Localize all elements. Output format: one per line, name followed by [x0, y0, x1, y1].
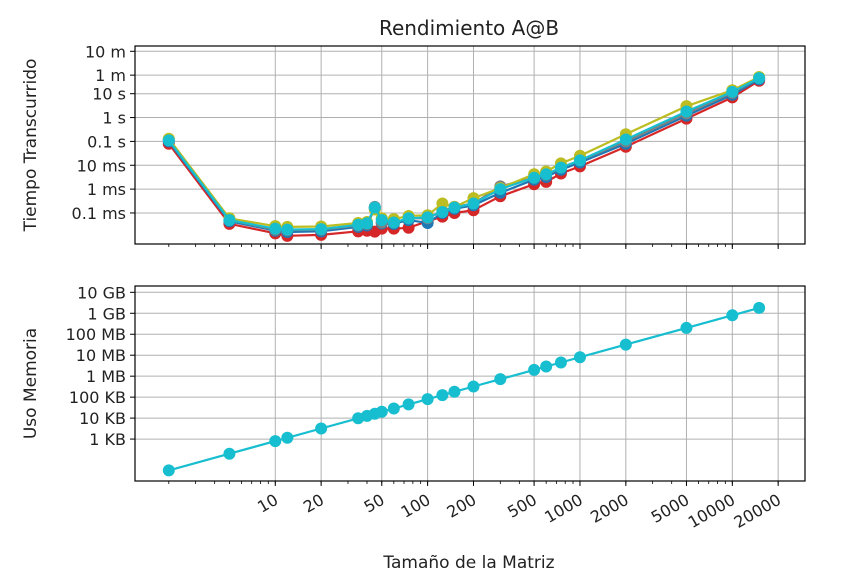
- data-point: [361, 217, 374, 230]
- x-axis-label: Tamaño de la Matriz: [382, 553, 554, 573]
- y-tick-label: 1 KB: [89, 430, 126, 449]
- y-tick-label: 1 m: [95, 66, 126, 85]
- data-point: [402, 212, 415, 225]
- data-point: [528, 171, 541, 184]
- x-tick-label: 10: [254, 490, 281, 517]
- y-tick-label: 100 KB: [69, 388, 126, 407]
- data-point: [315, 223, 328, 236]
- x-tick-label: 50: [361, 490, 388, 517]
- data-point: [315, 422, 328, 435]
- data-point: [421, 211, 434, 224]
- data-point: [540, 168, 553, 181]
- data-point: [387, 216, 400, 229]
- data-point: [554, 356, 567, 369]
- series-line: [167, 78, 760, 234]
- data-point: [726, 85, 739, 98]
- data-point: [619, 338, 632, 351]
- data-point: [680, 105, 693, 118]
- time-plot: 0.1 ms 1 ms 10 ms 0.1 s 1 s 10 s1 m 10 m Tiempo…: [21, 42, 806, 249]
- data-point: [494, 373, 507, 386]
- data-point: [436, 389, 449, 402]
- data-point: [436, 197, 449, 210]
- y-tick-label: 1 s: [102, 109, 126, 128]
- data-point: [467, 197, 480, 210]
- chart-title: Rendimiento A@B: [379, 16, 559, 40]
- data-point: [402, 398, 415, 411]
- data-point: [375, 405, 388, 418]
- data-point: [448, 385, 461, 398]
- data-point: [619, 133, 632, 146]
- series-line: [168, 306, 760, 472]
- y-tick-label: 10 s: [92, 85, 126, 104]
- data-point: [554, 161, 567, 174]
- y-tick-label: 1 GB: [87, 304, 126, 323]
- data-point: [753, 72, 766, 85]
- data-point: [494, 183, 507, 196]
- y-tick-label: 10 MB: [76, 346, 126, 365]
- y-tick-label: 100 MB: [66, 325, 126, 344]
- y-tick-label: 0.1 s: [87, 132, 126, 151]
- x-tick-label: 500: [504, 490, 540, 522]
- plot-frame: [134, 285, 806, 482]
- data-point: [269, 435, 282, 448]
- y-axis-label: Uso Memoria: [21, 328, 41, 439]
- y-tick-label: 10 m: [85, 42, 126, 61]
- data-point: [281, 431, 294, 444]
- data-point: [281, 223, 294, 236]
- x-tick-label: 100: [398, 490, 434, 522]
- x-tick-label: 5000: [648, 490, 693, 527]
- data-point: [223, 214, 236, 227]
- data-point: [421, 393, 434, 406]
- data-point: [753, 301, 766, 314]
- data-point: [269, 222, 282, 235]
- y-tick-label: 10 ms: [77, 156, 126, 175]
- y-axis-label: Tiempo Transcurrido: [21, 59, 41, 233]
- y-tick-label: 10 KB: [79, 409, 126, 428]
- x-tick-label: 2000: [587, 490, 632, 527]
- data-point: [467, 380, 480, 393]
- y-tick-label: 1 ms: [87, 180, 126, 199]
- data-point: [352, 218, 365, 231]
- plot-frame: [134, 45, 806, 245]
- x-tick-label: 1000: [541, 490, 586, 527]
- data-point: [573, 351, 586, 364]
- data-point: [387, 402, 400, 415]
- data-point: [573, 154, 586, 167]
- data-point: [375, 214, 388, 227]
- data-point: [223, 447, 236, 460]
- data-point: [528, 363, 541, 376]
- x-tick-label: 20000: [731, 490, 785, 532]
- x-tick-label: 200: [444, 490, 480, 522]
- data-point: [368, 201, 381, 214]
- data-point: [540, 360, 553, 373]
- y-tick-label: 1 MB: [86, 367, 126, 386]
- data-point: [436, 205, 449, 218]
- data-point: [726, 309, 739, 322]
- y-tick-label: 10 GB: [77, 283, 126, 302]
- y-tick-label: 0.1 ms: [72, 204, 126, 223]
- data-point: [162, 134, 175, 147]
- data-point: [448, 201, 461, 214]
- data-point: [680, 321, 693, 334]
- x-tick-label: 10000: [685, 490, 739, 532]
- x-tick-label: 20: [300, 490, 327, 517]
- data-point: [162, 464, 175, 477]
